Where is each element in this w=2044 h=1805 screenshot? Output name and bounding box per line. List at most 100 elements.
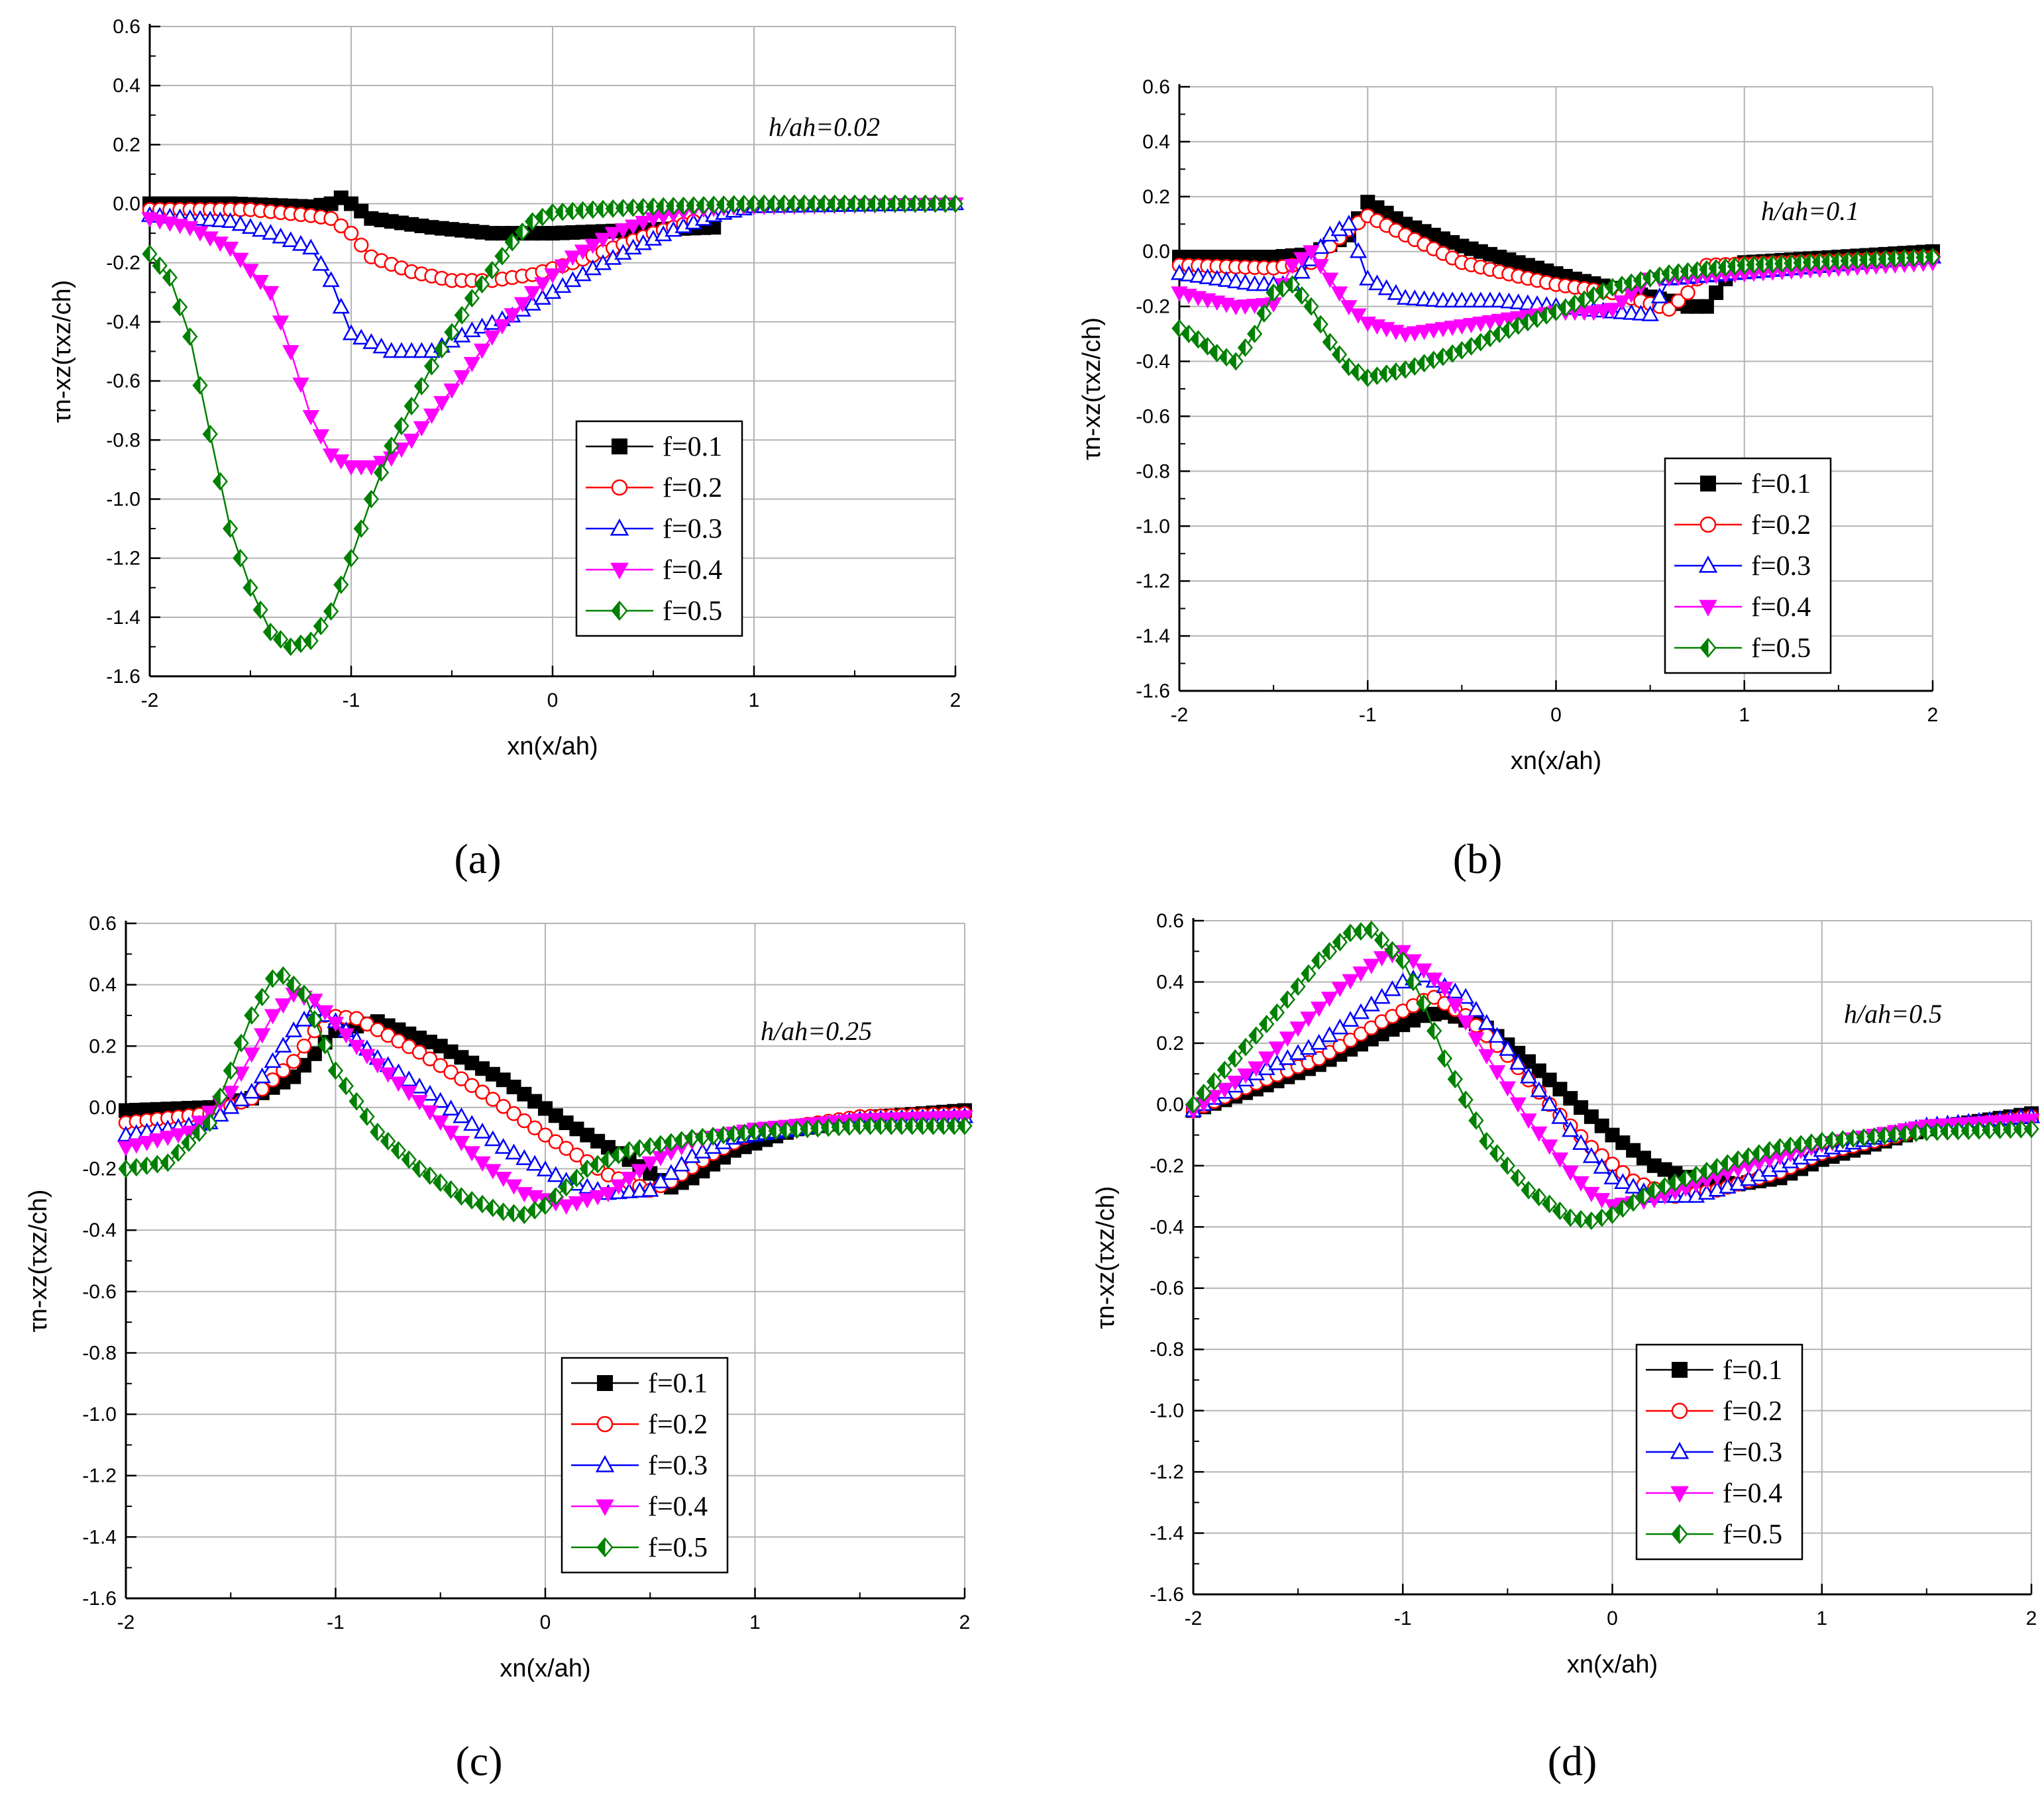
data-point	[1730, 1150, 1746, 1169]
y-tick-label: 0.4	[1142, 131, 1170, 153]
data-point	[907, 194, 923, 213]
data-point	[1499, 1156, 1516, 1175]
data-point	[684, 1129, 700, 1148]
data-point	[527, 1120, 543, 1136]
data-point	[1551, 1108, 1569, 1124]
data-point	[285, 1021, 303, 1037]
data-point	[641, 1156, 659, 1172]
data-point	[1259, 1015, 1275, 1033]
data-point	[1311, 1002, 1328, 1017]
y-tick-label: 0.6	[1156, 910, 1184, 932]
data-point	[1196, 1084, 1212, 1102]
y-tick-label: -1.2	[82, 1465, 117, 1487]
data-point	[2013, 1119, 2029, 1139]
y-tick-label: 0.4	[113, 75, 140, 97]
data-point	[359, 1107, 375, 1126]
data-point	[118, 1159, 134, 1178]
data-point	[1303, 245, 1320, 261]
data-point	[348, 1039, 365, 1055]
legend-label: f=0.5	[648, 1533, 708, 1563]
data-point	[1258, 1051, 1275, 1067]
data-point	[392, 342, 411, 358]
x-axis-label: xn(x/ah)	[1511, 747, 1601, 775]
data-point	[296, 984, 312, 1004]
data-point	[1405, 972, 1421, 992]
data-point	[1746, 255, 1762, 274]
data-point	[1415, 325, 1433, 340]
y-tick-label: 0.6	[89, 913, 117, 935]
data-point	[1283, 258, 1301, 275]
y-tick-label: -1.4	[106, 607, 140, 629]
data-point	[831, 1117, 847, 1137]
data-point	[307, 1046, 322, 1061]
data-point	[463, 356, 481, 372]
legend-box	[1635, 1343, 1803, 1561]
y-tick-label: -1.0	[82, 1404, 117, 1425]
y-tick-label: 0.0	[113, 193, 140, 215]
data-point	[2002, 1120, 2019, 1139]
y-tick-label: -0.8	[1150, 1339, 1184, 1361]
data-point	[867, 194, 883, 213]
data-point	[222, 1098, 240, 1114]
data-point	[343, 548, 359, 568]
y-tick-label: 0.6	[113, 16, 140, 38]
data-point	[317, 1035, 333, 1055]
data-point	[1293, 262, 1311, 279]
y-tick-label: -1.0	[1136, 515, 1170, 537]
data-point	[1939, 1122, 1956, 1141]
data-point	[799, 1119, 816, 1139]
data-point	[1373, 988, 1391, 1004]
data-point	[1300, 1011, 1317, 1027]
data-point	[857, 194, 873, 213]
data-point	[1982, 1121, 1998, 1140]
chart-panel: -1.6 -1.4 -1.2 -1.0 -0.8 -0.6 -0.4 -0.2 0.0 0.2 0.…	[25, 913, 974, 1784]
data-point	[211, 1106, 229, 1122]
data-point	[517, 1113, 532, 1129]
data-point	[1488, 1027, 1506, 1043]
data-point	[1342, 1011, 1360, 1027]
x-axis-label: xn(x/ah)	[500, 1655, 590, 1682]
data-point	[1227, 1049, 1243, 1068]
data-point	[1625, 1178, 1642, 1194]
data-point	[514, 222, 531, 241]
legend-label: f=0.1	[1723, 1355, 1782, 1386]
data-point	[212, 472, 229, 491]
data-point	[1342, 974, 1359, 990]
data-point	[1293, 252, 1311, 268]
data-point	[1185, 1095, 1201, 1114]
data-point	[505, 1143, 523, 1160]
data-point	[233, 1033, 249, 1053]
data-point	[453, 1135, 470, 1151]
data-point	[1573, 1210, 1589, 1229]
data-point	[485, 1092, 501, 1107]
data-point	[789, 1120, 805, 1139]
data-point	[403, 342, 421, 358]
data-point	[372, 337, 390, 354]
legend-label: f=0.3	[648, 1451, 708, 1481]
data-point	[302, 238, 320, 255]
data-point	[1481, 315, 1499, 331]
data-point	[1248, 1061, 1265, 1077]
data-point	[1540, 1139, 1558, 1155]
data-point	[494, 1138, 512, 1154]
y-tick-label: -0.6	[82, 1281, 117, 1303]
data-point	[1322, 333, 1338, 352]
y-tick-label: -1.2	[106, 548, 140, 570]
data-point	[338, 1076, 354, 1096]
data-point	[443, 383, 460, 399]
data-point	[786, 194, 802, 213]
data-point	[422, 1051, 438, 1066]
data-point	[282, 345, 299, 361]
data-point	[816, 194, 833, 213]
data-point	[379, 1067, 397, 1083]
data-point	[1803, 1133, 1819, 1153]
data-point	[1200, 336, 1216, 356]
data-point	[505, 1179, 523, 1195]
data-point	[464, 1078, 480, 1093]
y-tick-label: -0.8	[1136, 460, 1170, 482]
data-point	[810, 1119, 826, 1138]
data-point	[413, 421, 431, 437]
data-point	[1594, 1208, 1610, 1227]
data-point	[411, 1159, 427, 1178]
data-point	[1491, 313, 1508, 329]
